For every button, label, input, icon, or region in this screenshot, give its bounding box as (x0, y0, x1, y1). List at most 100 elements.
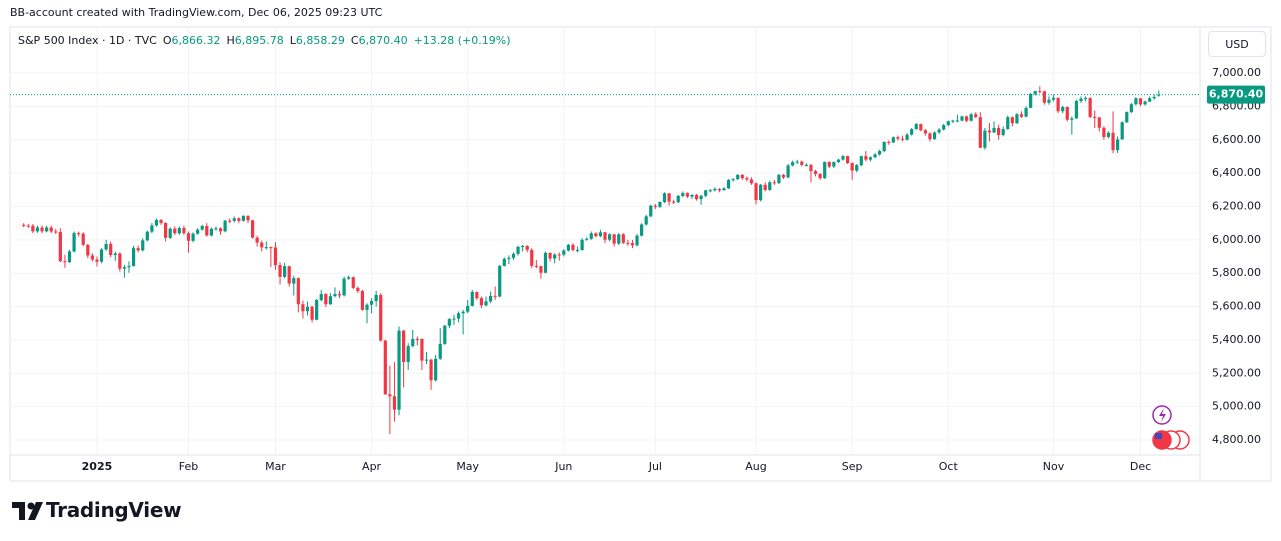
y-tick-label: 6,600.00 (1212, 133, 1261, 146)
candle-body (804, 164, 808, 166)
y-tick-label: 6,400.00 (1212, 166, 1261, 179)
candle-body (699, 195, 703, 200)
grid (10, 27, 1200, 455)
candle-body (644, 216, 648, 225)
y-tick-label: 5,000.00 (1212, 400, 1261, 413)
candle-body (800, 161, 804, 165)
candle-body (470, 292, 474, 306)
candle-body (415, 338, 419, 340)
candle-body (209, 228, 213, 236)
candle-body (434, 358, 438, 381)
candle-body (1083, 98, 1088, 100)
candle-body (1106, 132, 1111, 137)
candle-body (1033, 91, 1037, 94)
candle-body (177, 227, 181, 234)
candle-body (310, 306, 314, 320)
candle-body (685, 193, 689, 197)
candle-body (704, 190, 708, 196)
candle-body (754, 183, 758, 201)
candle-body (1093, 116, 1097, 118)
candle-body (420, 339, 424, 361)
candle-body (246, 215, 250, 221)
candle-body (580, 239, 584, 251)
candle-body (214, 228, 218, 230)
ohlc-values: O 6,866.32 H 6,895.78 L 6,858.29 C 6,870.40 (157, 34, 408, 47)
candle-body (951, 120, 955, 122)
currency-button[interactable]: USD (1208, 31, 1266, 57)
candle-body (557, 254, 561, 256)
candle-body (1157, 94, 1161, 96)
candle-body (640, 224, 644, 236)
candle-body (694, 194, 699, 200)
candle-body (1070, 118, 1074, 120)
candle-body (273, 247, 278, 266)
candle-body (868, 157, 873, 160)
candle-body (768, 182, 772, 190)
x-tick-label: 2025 (82, 460, 113, 473)
candle-body (360, 291, 365, 310)
candle-body (676, 195, 680, 203)
candle-body (1042, 91, 1046, 103)
x-tick-label: Feb (179, 460, 198, 473)
candle-body (173, 228, 177, 234)
x-tick-label: Oct (939, 460, 959, 473)
axes: 4,800.00 5,000.00 5,200.00 5,400.00 5,600.00… (82, 66, 1265, 473)
candle-body (667, 193, 671, 202)
candle-body (58, 231, 62, 262)
candle-body (759, 184, 763, 201)
x-tick-label: Nov (1043, 460, 1065, 473)
candle-body (516, 246, 520, 254)
candle-body (502, 258, 506, 266)
y-tick-label: 7,000.00 (1212, 66, 1261, 79)
candle-body (850, 163, 854, 171)
candle-body (548, 252, 552, 259)
candle-body (690, 194, 694, 197)
candle-body (534, 265, 538, 267)
candle-body (411, 338, 415, 347)
candle-body (923, 130, 927, 134)
candle-body (845, 156, 850, 164)
candle-body (40, 227, 44, 232)
candle-body (589, 233, 593, 239)
ohlc-legend: S&P 500 Index · 1D · TVC O 6,866.32 H 6,895… (18, 34, 511, 47)
candle-body (942, 125, 946, 130)
candle-body (507, 257, 511, 259)
candle-body (131, 248, 136, 267)
candle-body (301, 304, 305, 312)
candle-body (955, 120, 960, 122)
candle-body (218, 228, 223, 232)
candle-body (443, 325, 447, 344)
candle-body (168, 228, 172, 238)
candle-body (438, 343, 442, 359)
y-tick-label: 6,000.00 (1212, 233, 1261, 246)
candle-body (983, 130, 987, 148)
candle-body (566, 244, 570, 251)
candle-body (305, 306, 310, 312)
candle-body (1143, 101, 1147, 105)
candle-body (594, 233, 598, 237)
candle-body (67, 251, 72, 263)
candle-body (22, 224, 26, 226)
candle-body (264, 247, 268, 249)
candle-body (86, 244, 90, 256)
candle-body (1024, 107, 1028, 117)
candle-body (365, 304, 369, 310)
candle-body (452, 318, 456, 320)
candle-body (333, 294, 337, 297)
candle-body (260, 242, 264, 248)
candle-body (145, 231, 149, 241)
candle-body (575, 250, 580, 252)
candle-body (81, 233, 85, 245)
candle-body (484, 301, 488, 306)
chart-frame (9, 26, 1272, 482)
x-tick-label: Sep (842, 460, 863, 473)
candle-body (621, 234, 625, 243)
candle-body (1079, 98, 1083, 102)
candle-body (200, 225, 204, 230)
candle-body (315, 300, 319, 320)
ohlc-key: C (350, 34, 359, 47)
candle-body (937, 129, 941, 133)
candle-body (722, 188, 726, 191)
candle-body (1029, 93, 1033, 108)
candle-body (402, 330, 406, 362)
